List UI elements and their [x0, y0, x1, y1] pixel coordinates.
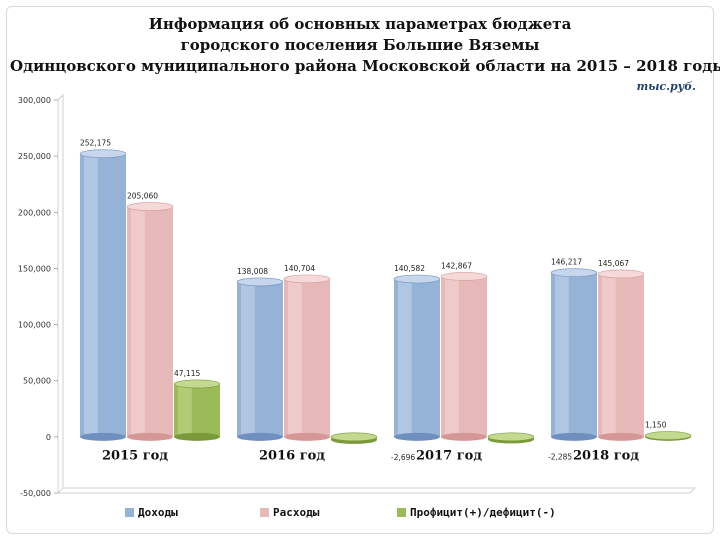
bar-cap: [236, 277, 284, 287]
y-tick-label: 300,000: [18, 96, 51, 105]
title-line-1: Информация об основных параметрах бюджет…: [148, 15, 572, 33]
bar-cap: [487, 432, 535, 442]
bar-cap: [393, 274, 441, 284]
legend-label: Расходы: [273, 506, 320, 519]
category-label: 2015 год: [102, 448, 168, 463]
bar-highlight: [241, 281, 255, 437]
data-label: 1,150: [645, 421, 667, 430]
bar-cap: [283, 274, 331, 284]
bar-base: [127, 432, 173, 441]
y-tick-label: 200,000: [18, 208, 51, 217]
bar-cap: [440, 272, 488, 281]
data-label: -2,696: [391, 453, 415, 462]
bar-base: [237, 432, 283, 441]
bar-highlight: [398, 279, 412, 437]
bar-highlight: [84, 153, 98, 437]
y-tick-label: -50,000: [20, 489, 51, 498]
data-label: 252,175: [80, 139, 111, 148]
title-line-3: Одинцовского муниципального района Моско…: [10, 57, 720, 75]
category-label: 2017 год: [416, 448, 482, 463]
bar-base: [174, 432, 220, 441]
data-label: 142,867: [441, 261, 472, 270]
y-tick-label: 0: [46, 433, 51, 442]
data-label: -2,285: [548, 452, 572, 461]
bar-cap: [330, 432, 378, 442]
data-label: 205,060: [127, 192, 158, 201]
bar-cap: [79, 149, 127, 159]
y-tick-label: 150,000: [18, 264, 51, 273]
category-label: 2018 год: [573, 448, 639, 463]
bar-base: [598, 432, 644, 441]
bar-base: [394, 432, 440, 441]
data-label: 140,582: [394, 264, 425, 273]
bar-highlight: [445, 276, 459, 437]
bar-base: [551, 432, 597, 441]
legend-label: Доходы: [138, 506, 178, 519]
chart-floor: [56, 487, 697, 494]
y-tick-label: 50,000: [23, 377, 51, 386]
bar-highlight: [555, 272, 569, 437]
bar-highlight: [131, 206, 145, 437]
bar-cap: [550, 268, 598, 277]
chart-title: Информация об основных параметрах бюджет…: [10, 14, 720, 77]
bar-cap: [597, 269, 645, 279]
data-label: 47,115: [174, 369, 200, 378]
legend-swatch: [125, 508, 134, 517]
data-label: 145,067: [598, 259, 629, 268]
category-label: 2016 год: [259, 448, 325, 463]
data-label: 146,217: [551, 258, 582, 267]
legend-swatch: [397, 508, 406, 517]
bar-base: [80, 432, 126, 441]
data-label: 140,704: [284, 264, 315, 273]
legend-swatch: [260, 508, 269, 517]
unit-label: тыс.руб.: [636, 80, 696, 93]
bar-cap: [126, 202, 174, 211]
bar-cap: [644, 431, 692, 440]
bar-highlight: [178, 383, 192, 437]
bar-highlight: [288, 278, 302, 437]
bar-highlight: [602, 273, 616, 437]
bar-cap: [173, 379, 221, 389]
bar-base: [441, 432, 487, 441]
axis-wall: [57, 93, 64, 493]
data-label: 138,008: [237, 267, 268, 276]
y-tick-label: 100,000: [18, 321, 51, 330]
y-tick-label: 250,000: [18, 152, 51, 161]
legend-label: Профицит(+)/дефицит(-): [410, 506, 556, 519]
title-line-2: городского поселения Большие Вяземы: [180, 36, 540, 54]
bar-base: [284, 432, 330, 441]
